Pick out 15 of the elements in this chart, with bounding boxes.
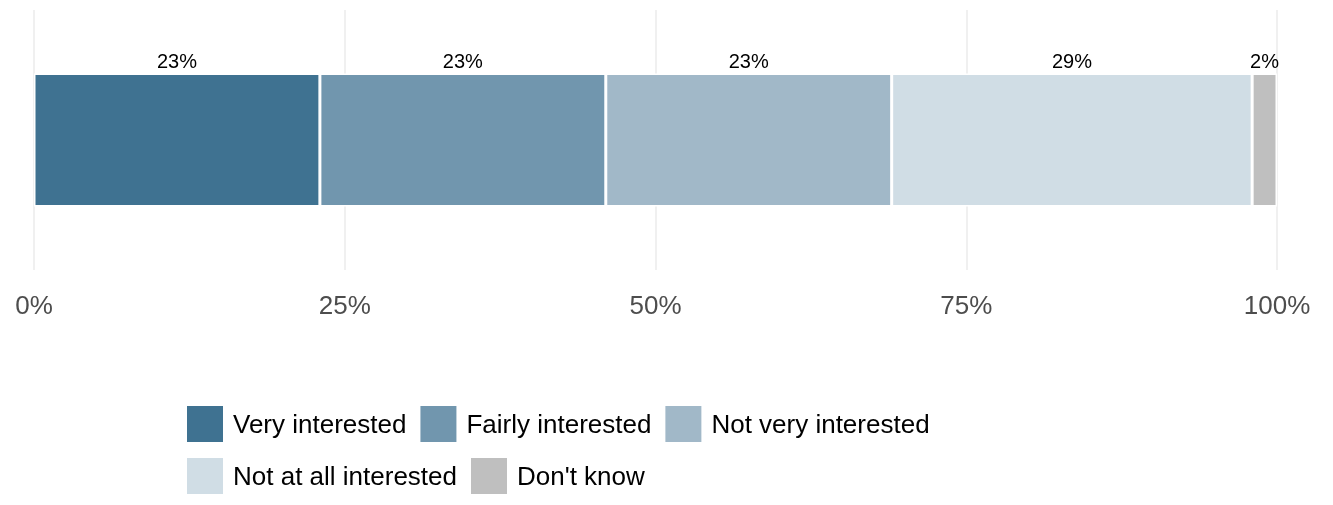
data-label: 23% bbox=[728, 49, 769, 72]
x-tick-label: 50% bbox=[629, 290, 682, 320]
x-tick-label: 0% bbox=[15, 290, 53, 320]
legend-label: Very interested bbox=[233, 409, 407, 439]
data-label: 23% bbox=[156, 49, 198, 72]
legend-label: Not at all interested bbox=[233, 461, 458, 491]
x-tick-label: 75% bbox=[940, 290, 993, 320]
x-tick-label: 25% bbox=[318, 290, 371, 320]
legend-label: Fairly interested bbox=[466, 409, 652, 439]
data-label: 2% bbox=[1250, 49, 1280, 72]
x-tick-label: 100% bbox=[1243, 290, 1311, 320]
data-label: 23% bbox=[442, 49, 484, 72]
data-label: 29% bbox=[1051, 49, 1093, 72]
legend-label: Not very interested bbox=[711, 409, 930, 439]
legend-label: Don't know bbox=[517, 461, 646, 491]
